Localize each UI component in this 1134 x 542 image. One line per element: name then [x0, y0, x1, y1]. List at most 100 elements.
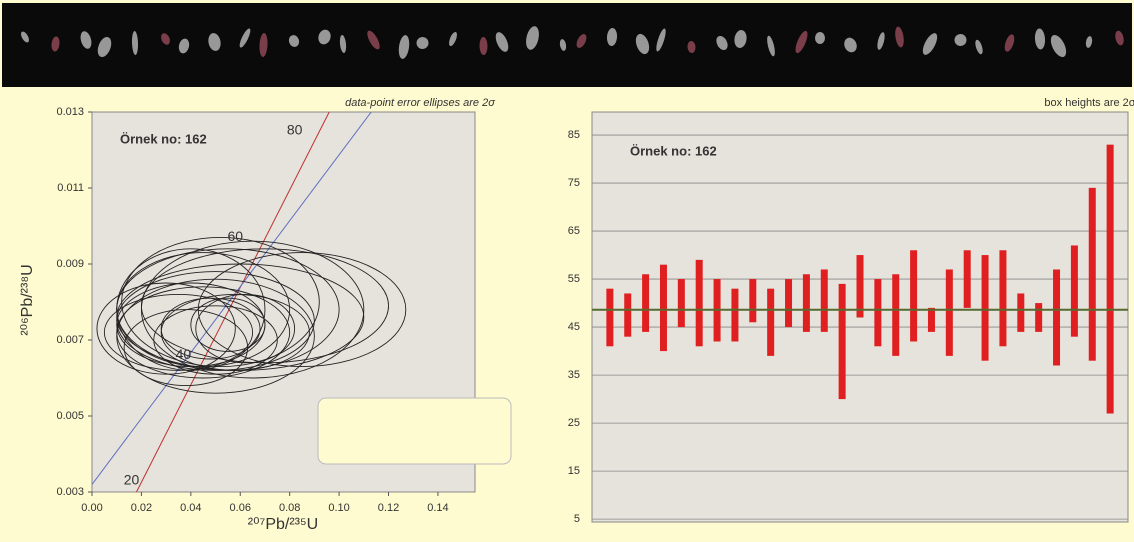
box [856, 255, 864, 318]
right-title: Örnek no: 162 [630, 143, 717, 158]
crystal [559, 39, 567, 51]
box [695, 259, 703, 347]
box [981, 255, 989, 361]
y-tick-label: 35 [568, 369, 580, 381]
crystal [895, 26, 904, 48]
crystal [449, 31, 457, 47]
box [874, 279, 882, 347]
left-title: Örnek no: 162 [120, 131, 207, 146]
crystal [208, 33, 221, 51]
box [999, 250, 1007, 347]
box [1017, 293, 1025, 332]
y-tick-label: 75 [568, 177, 580, 189]
crystal [975, 39, 983, 55]
crystal [576, 34, 587, 48]
crystal [795, 30, 808, 54]
y-tick-label: 65 [568, 225, 580, 237]
crystal [1085, 36, 1093, 48]
crystal [51, 36, 60, 52]
y-tick-label: 0.005 [56, 410, 84, 422]
x-tick-label: 0.06 [230, 502, 251, 514]
box [677, 279, 685, 328]
crystal [1050, 34, 1067, 58]
crystal [239, 28, 251, 48]
error-ellipse [123, 309, 249, 387]
crystal [398, 35, 410, 59]
crystal [479, 37, 488, 55]
crystal [21, 31, 29, 43]
age-label: 40 [176, 346, 192, 362]
crystal-strip [2, 3, 1132, 87]
crystal [954, 34, 967, 46]
y-tick-label: 0.003 [56, 486, 84, 498]
crystal [259, 33, 268, 57]
error-ellipse [116, 248, 266, 371]
age-label: 20 [124, 471, 140, 487]
crystal [97, 36, 112, 58]
crystal [1115, 30, 1124, 46]
box [892, 274, 900, 356]
y-tick-label: 5 [574, 513, 580, 525]
age-label: 80 [287, 122, 303, 138]
x-tick-label: 0.14 [427, 502, 448, 514]
box [1053, 269, 1061, 366]
y-tick-label: 0.013 [56, 106, 84, 118]
crystal [844, 37, 857, 53]
crystal [318, 29, 331, 45]
error-ellipse [195, 293, 296, 364]
crystal [526, 26, 539, 50]
box [927, 307, 935, 332]
box [749, 279, 757, 323]
box [963, 250, 971, 308]
y-tick-label: 45 [568, 321, 580, 333]
crystal [734, 30, 747, 48]
x-tick-label: 0.12 [378, 502, 399, 514]
box [1106, 144, 1114, 414]
age-label: 60 [228, 228, 244, 244]
box [785, 279, 793, 328]
crystal [131, 31, 139, 55]
box [1070, 245, 1078, 337]
crystal [288, 35, 300, 47]
y-tick-label: 0.011 [57, 182, 84, 194]
crystal [687, 41, 696, 53]
box [606, 288, 614, 347]
box [767, 288, 775, 356]
box [659, 264, 667, 352]
box [910, 250, 918, 342]
box [838, 283, 846, 400]
box [1035, 303, 1043, 332]
left-plot [92, 112, 407, 492]
y-tick-label: 15 [568, 465, 580, 477]
box [1088, 187, 1096, 361]
error-ellipse [197, 252, 407, 368]
x-tick-label: 0.04 [180, 502, 201, 514]
box [802, 274, 810, 332]
crystal [178, 38, 190, 54]
crystal [656, 28, 666, 52]
y-axis-label: ²⁰⁶Pb/²³⁸U [19, 264, 36, 335]
y-tick-label: 55 [568, 273, 580, 285]
crystal [716, 35, 728, 51]
y-tick-label: 0.009 [56, 258, 84, 270]
crystal [367, 30, 380, 50]
crystal [767, 35, 775, 57]
crystal [80, 31, 92, 49]
error-ellipse [96, 282, 236, 375]
crystal [1004, 34, 1015, 52]
y-tick-label: 85 [568, 129, 580, 141]
x-axis-label: ²⁰⁷Pb/²³⁵U [248, 516, 318, 533]
crystal [877, 32, 885, 50]
crystal [161, 33, 170, 45]
y-tick-label: 0.007 [56, 334, 84, 346]
x-tick-label: 0.00 [81, 502, 102, 514]
crystal [416, 37, 429, 49]
crystal [1034, 28, 1046, 50]
x-tick-label: 0.08 [279, 502, 300, 514]
box [624, 293, 632, 337]
left-note: data-point error ellipses are 2σ [345, 97, 495, 109]
x-tick-label: 0.02 [131, 502, 152, 514]
right-note: box heights are 2σ [1044, 97, 1134, 109]
